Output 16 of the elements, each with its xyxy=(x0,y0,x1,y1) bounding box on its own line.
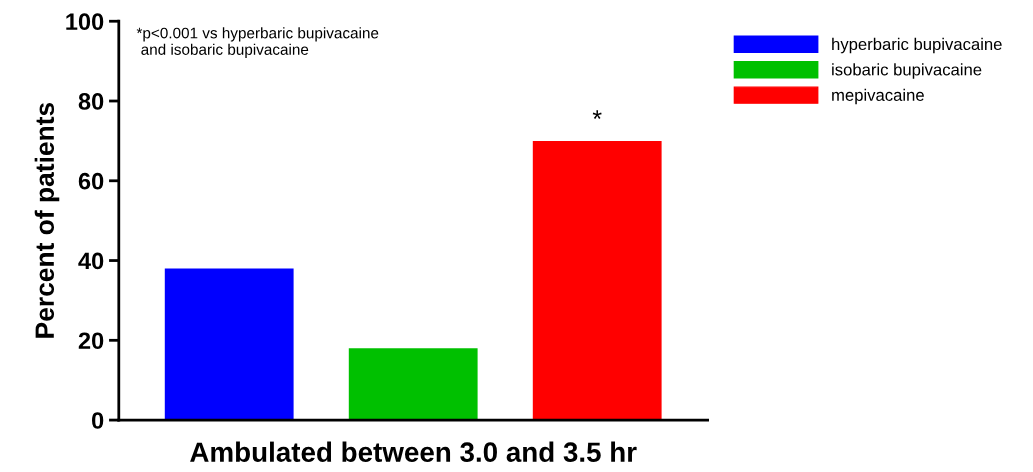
y-tick-label: 80 xyxy=(78,93,104,110)
bar xyxy=(348,348,478,421)
legend-label: hyperbaric bupivacaine xyxy=(832,37,1002,54)
y-tick-label: 100 xyxy=(66,13,104,31)
annotation: *p<0.001 vs hyperbaric bupivacaine and isobaric bupivacaine xyxy=(136,27,379,58)
y-tick-label: 60 xyxy=(78,172,104,190)
annotation: * xyxy=(592,110,602,119)
bar xyxy=(532,140,662,421)
y-tick-label: 0 xyxy=(92,412,104,429)
x-axis-title: Ambulated between 3.0 and 3.5 hr xyxy=(190,441,637,463)
legend-label: isobaric bupivacaine xyxy=(832,63,982,79)
y-tick-label: 40 xyxy=(78,252,104,270)
y-axis-title: Percent of patients xyxy=(34,102,60,338)
legend-label: mepivacaine xyxy=(832,88,924,105)
bar xyxy=(164,268,294,421)
y-tick-label: 20 xyxy=(78,332,104,350)
